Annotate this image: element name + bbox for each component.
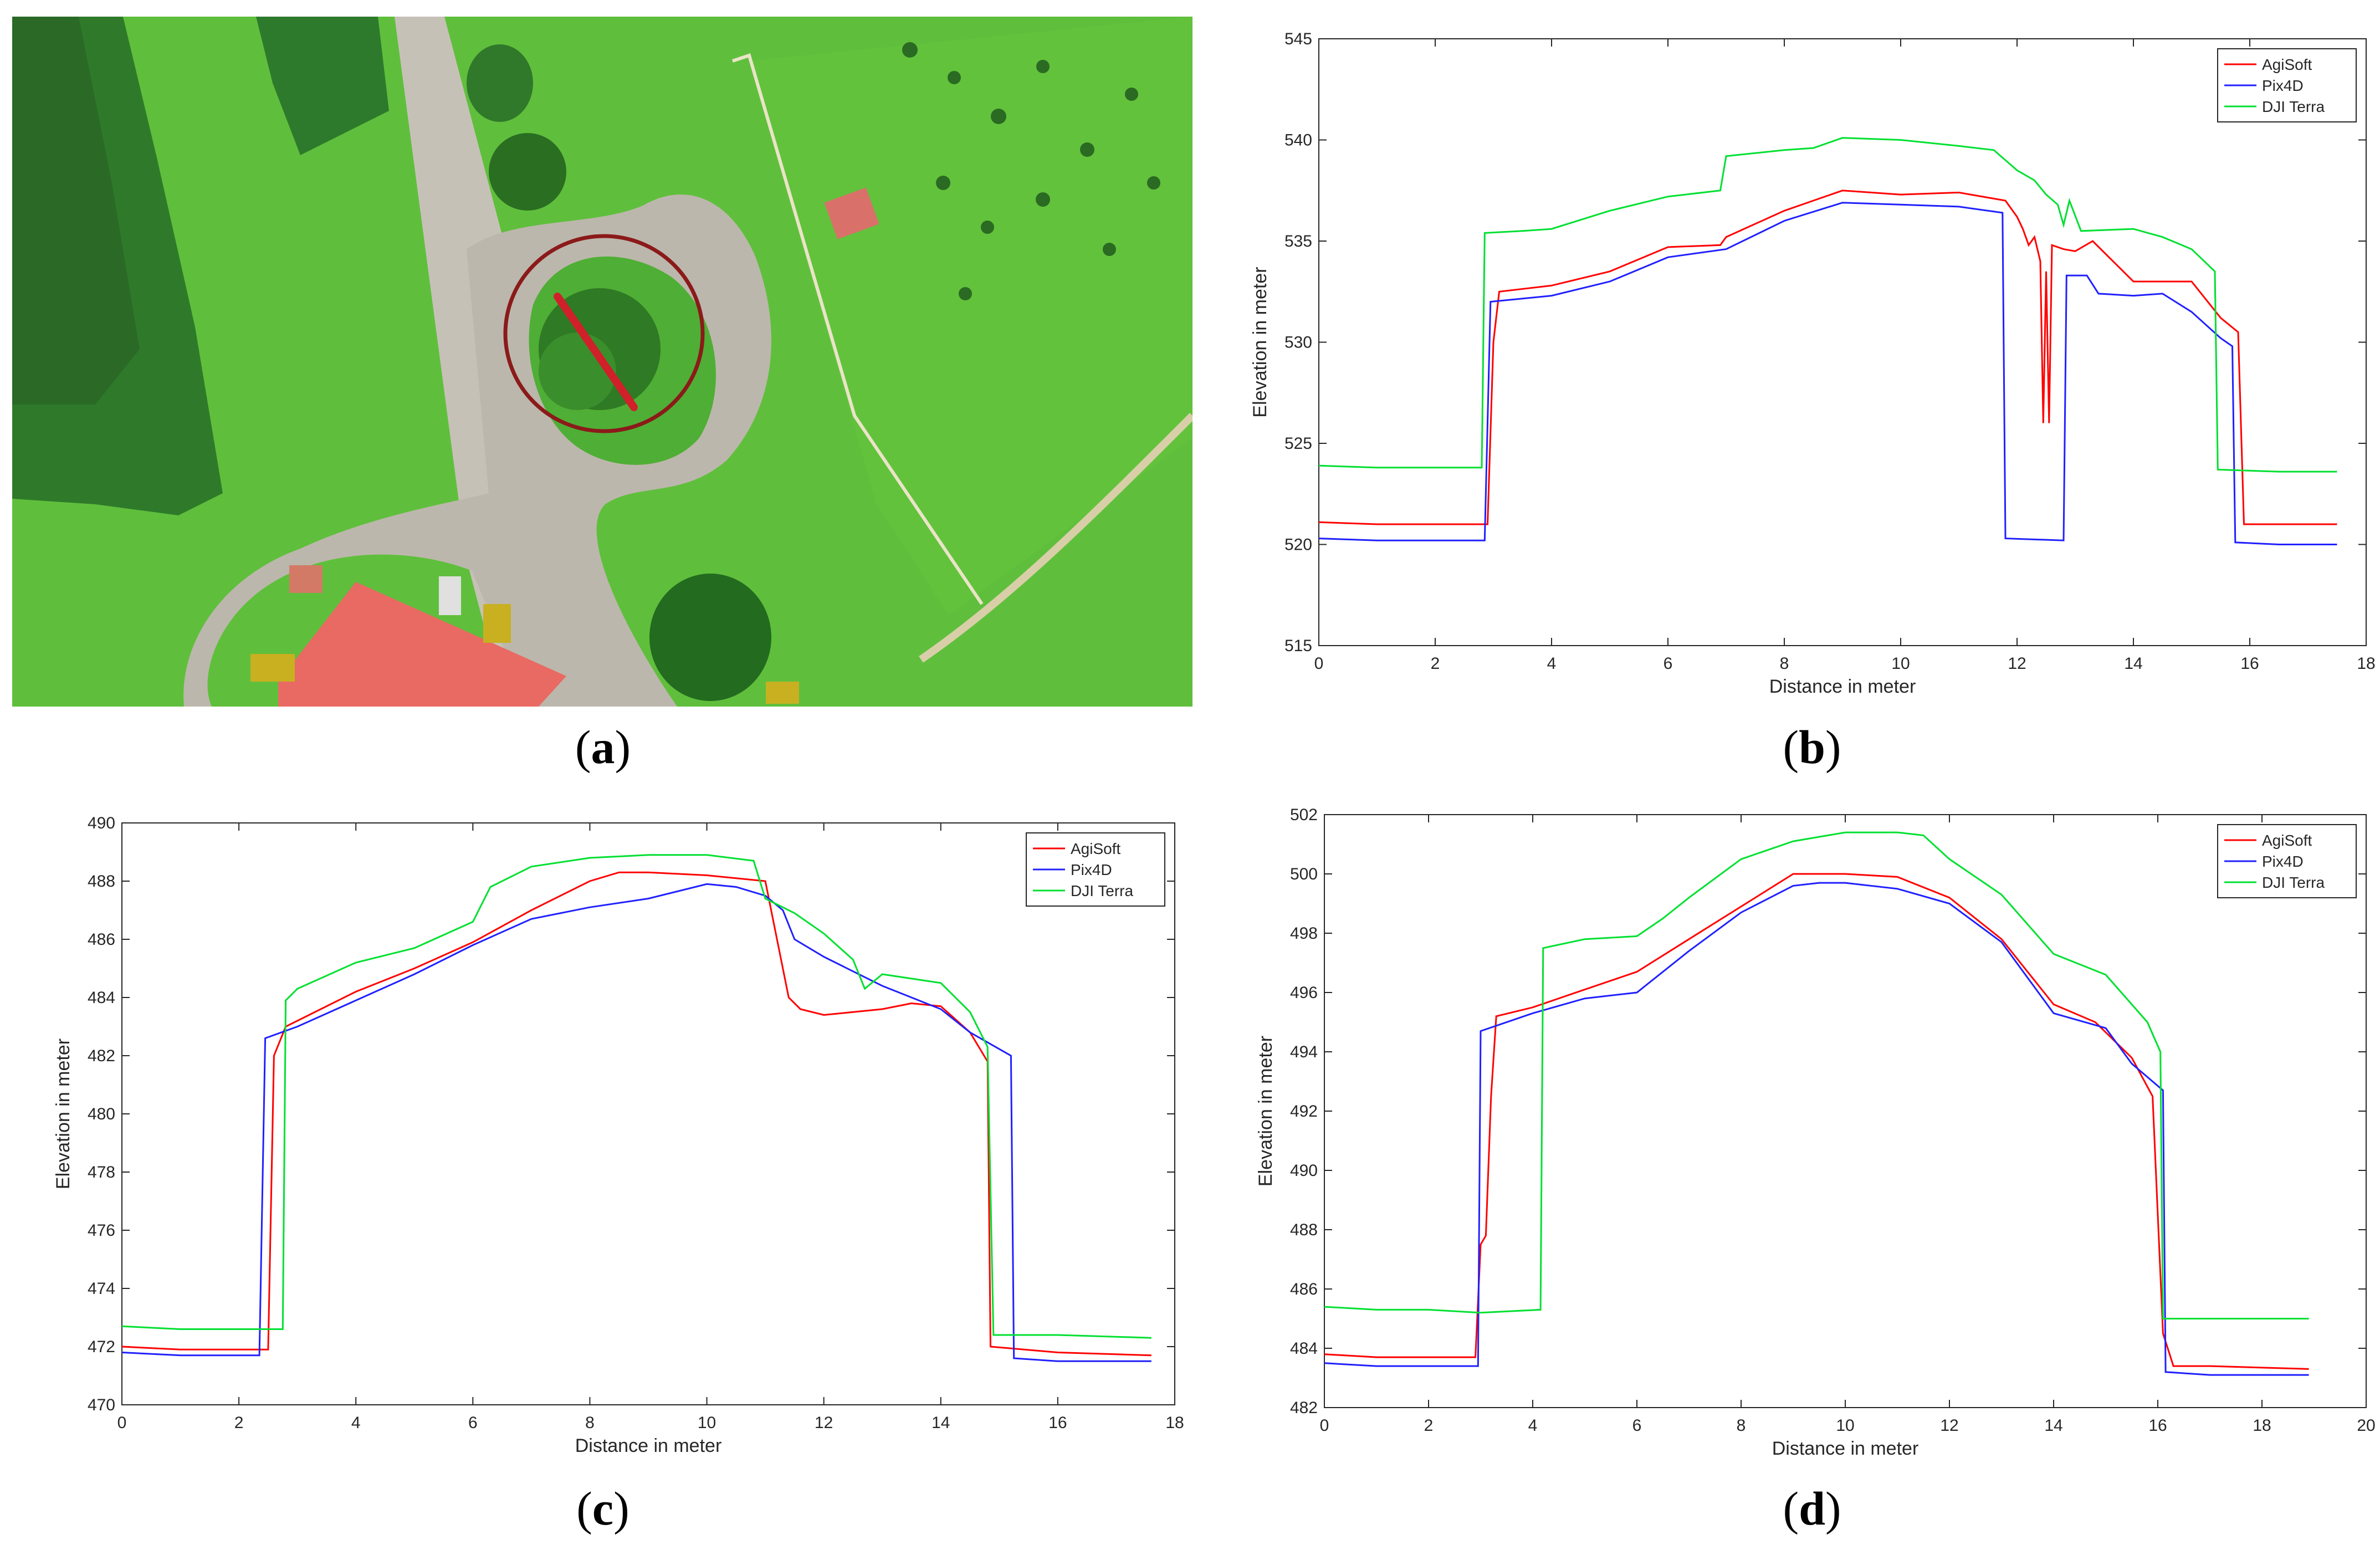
x-tick-label: 10 — [1836, 1416, 1854, 1435]
series-line-pix4d — [1318, 202, 2337, 545]
series-line-dji-terra — [121, 854, 1151, 1339]
plot-area — [1318, 38, 2367, 646]
legend-label: DJI Terra — [2262, 98, 2325, 115]
x-tick-label: 6 — [468, 1414, 478, 1432]
y-tick-label: 496 — [1290, 984, 1318, 1002]
x-tick-label: 18 — [1165, 1414, 1184, 1432]
y-axis-label: Elevation in meter — [1255, 1036, 1276, 1186]
legend-label: Pix4D — [2262, 77, 2304, 94]
x-tick-label: 8 — [1737, 1416, 1746, 1435]
legend-label: AgiSoft — [2262, 832, 2312, 849]
legend-label: Pix4D — [1071, 861, 1112, 878]
y-tick-label: 530 — [1284, 334, 1312, 352]
x-tick-label: 2 — [234, 1414, 244, 1432]
x-tick-label: 0 — [117, 1414, 127, 1432]
series-line-dji-terra — [1324, 831, 2309, 1319]
series-line-agisoft — [121, 871, 1151, 1357]
x-tick-label: 4 — [1547, 654, 1557, 673]
y-tick-label: 474 — [88, 1280, 115, 1298]
x-tick-label: 6 — [1632, 1416, 1642, 1435]
x-tick-label: 14 — [2044, 1416, 2062, 1435]
chart-c: 0 2 4 6 8 10 12 14 16 18 470 472 474 476 478 480 482 484 4… — [53, 814, 1184, 1456]
y-axis-label: Elevation in meter — [53, 1039, 74, 1189]
y-tick-label: 515 — [1284, 637, 1312, 655]
caption-b: (b) — [1783, 720, 1841, 774]
x-tick-label: 0 — [1314, 654, 1324, 673]
y-tick-label: 535 — [1284, 232, 1312, 250]
caption-d: (d) — [1783, 1482, 1841, 1535]
y-tick-label: 520 — [1284, 536, 1312, 554]
x-tick-label: 2 — [1424, 1416, 1434, 1435]
y-tick-label: 490 — [1290, 1162, 1318, 1180]
x-tick-label: 12 — [2008, 654, 2026, 673]
legend-label: DJI Terra — [2262, 874, 2325, 891]
y-tick-label: 480 — [88, 1105, 115, 1123]
y-tick-label: 492 — [1290, 1102, 1318, 1121]
y-tick-label: 545 — [1284, 30, 1312, 48]
legend-label: DJI Terra — [1071, 882, 1133, 899]
y-tick-label: 486 — [1290, 1280, 1318, 1298]
series-line-pix4d — [1324, 882, 2309, 1376]
x-axis-label: Distance in meter — [1772, 1438, 1919, 1459]
caption-c: (c) — [576, 1482, 629, 1535]
x-tick-label: 10 — [1891, 654, 1910, 673]
y-tick-label: 502 — [1290, 806, 1318, 824]
y-tick-label: 470 — [88, 1396, 115, 1414]
x-tick-label: 12 — [815, 1414, 833, 1432]
x-tick-label: 2 — [1431, 654, 1440, 673]
y-tick-label: 482 — [1290, 1399, 1318, 1417]
plot-area — [121, 822, 1175, 1405]
chart-b: 0 2 4 6 8 10 12 14 16 18 515 520 525 530 535 540 545 Dist… — [1250, 30, 2376, 697]
y-tick-label: 488 — [1290, 1221, 1318, 1239]
aerial-photo-panel — [12, 17, 1195, 707]
x-tick-label: 12 — [1940, 1416, 1958, 1435]
y-tick-label: 476 — [88, 1221, 115, 1240]
x-tick-label: 16 — [1048, 1414, 1067, 1432]
legend-label: AgiSoft — [1071, 840, 1120, 857]
y-tick-label: 484 — [88, 989, 115, 1007]
x-tick-label: 10 — [698, 1414, 716, 1432]
x-tick-label: 16 — [2240, 654, 2259, 673]
y-tick-label: 472 — [88, 1338, 115, 1356]
x-tick-label: 18 — [2253, 1416, 2271, 1435]
y-tick-label: 498 — [1290, 924, 1318, 943]
x-axis-label: Distance in meter — [1769, 676, 1916, 697]
chart-d: 0 2 4 6 8 10 12 14 16 18 20 482 484 486 488 490 492 494 49… — [1255, 806, 2376, 1459]
series-line-pix4d — [121, 883, 1151, 1362]
legend-label: AgiSoft — [2262, 56, 2312, 73]
y-tick-label: 525 — [1284, 434, 1312, 453]
legend-label: Pix4D — [2262, 853, 2304, 870]
series-line-agisoft — [1318, 190, 2337, 525]
series-line-agisoft — [1324, 873, 2309, 1370]
y-tick-label: 540 — [1284, 131, 1312, 150]
plot-area — [1324, 814, 2367, 1408]
y-tick-label: 490 — [88, 814, 115, 832]
x-axis-label: Distance in meter — [575, 1435, 722, 1456]
x-tick-label: 8 — [585, 1414, 595, 1432]
x-tick-label: 6 — [1664, 654, 1673, 673]
x-tick-label: 4 — [1528, 1416, 1538, 1435]
y-tick-label: 494 — [1290, 1043, 1318, 1061]
x-tick-label: 4 — [351, 1414, 361, 1432]
y-tick-label: 484 — [1290, 1339, 1318, 1358]
series-line-dji-terra — [1318, 137, 2337, 473]
caption-a: (a) — [575, 720, 631, 774]
y-tick-label: 486 — [88, 930, 115, 949]
y-tick-label: 488 — [88, 872, 115, 891]
x-tick-label: 18 — [2357, 654, 2375, 673]
x-tick-label: 14 — [2124, 654, 2142, 673]
y-tick-label: 482 — [88, 1047, 115, 1065]
y-axis-label: Elevation in meter — [1250, 267, 1271, 417]
x-tick-label: 8 — [1780, 654, 1789, 673]
y-tick-label: 478 — [88, 1163, 115, 1181]
x-tick-label: 14 — [931, 1414, 950, 1432]
aerial-photo — [12, 17, 1195, 707]
y-tick-label: 500 — [1290, 865, 1318, 883]
x-tick-label: 20 — [2357, 1416, 2375, 1435]
x-tick-label: 0 — [1320, 1416, 1329, 1435]
x-tick-label: 16 — [2148, 1416, 2167, 1435]
